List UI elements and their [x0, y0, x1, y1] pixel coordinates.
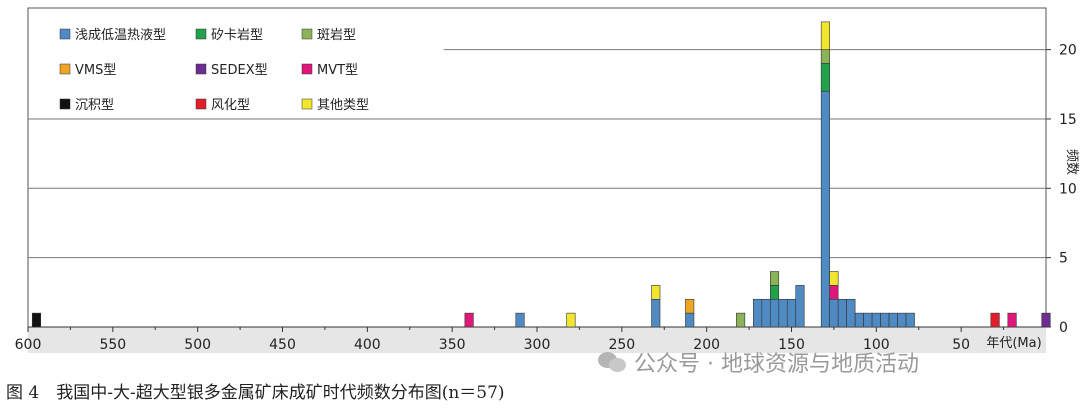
bar-segment	[820, 63, 830, 92]
legend-swatch	[195, 28, 207, 40]
bar-segment	[820, 49, 830, 64]
bar-segment	[753, 298, 763, 328]
bar-segment	[1007, 312, 1017, 328]
legend-swatch	[301, 63, 313, 75]
x-tick-label: 300	[524, 337, 551, 353]
bar-segment	[846, 298, 856, 328]
bar-segment	[769, 298, 780, 328]
y-tick-label: 20	[1059, 43, 1077, 59]
legend-label: MVT型	[317, 63, 358, 78]
x-tick-label: 250	[608, 337, 635, 353]
watermark-text: 公众号 · 地球资源与地质活动	[634, 352, 919, 377]
bar-segment	[829, 298, 839, 328]
watermark: 公众号 · 地球资源与地质活动	[598, 346, 919, 378]
x-tick-label: 200	[693, 337, 720, 353]
legend-label: 沉积型	[75, 98, 114, 113]
bar-segment	[566, 312, 576, 328]
bar-segment	[829, 271, 839, 286]
legend-label: 斑岩型	[317, 28, 356, 43]
legend-swatch	[59, 98, 71, 110]
bar-segment	[820, 90, 830, 328]
y-tick-label: 15	[1059, 112, 1077, 128]
x-tick-label: 400	[354, 337, 381, 353]
legend-swatch	[301, 98, 313, 110]
x-tick-label: 100	[863, 337, 890, 353]
legend-label: SEDEX型	[211, 63, 268, 78]
x-tick-label: 350	[439, 337, 466, 353]
bar-segment	[990, 312, 1000, 328]
y-tick-label: 10	[1059, 181, 1077, 197]
bar-segment	[786, 298, 797, 328]
bar-segment	[1041, 312, 1051, 328]
bar-segment	[685, 312, 695, 328]
bar-segment	[888, 312, 898, 328]
x-tick-label: 600	[15, 337, 42, 353]
x-tick-label: 500	[184, 337, 211, 353]
bar-segment	[897, 312, 907, 328]
y-tick-label: 5	[1059, 251, 1068, 267]
bar-segment	[464, 312, 474, 328]
legend-label: 矽卡岩型	[211, 28, 263, 43]
bar-segment	[761, 298, 771, 328]
plot-area	[27, 7, 1047, 328]
y-tick-label: 0	[1059, 320, 1068, 336]
y-axis-label: 频数	[1064, 149, 1079, 175]
bar-segment	[880, 312, 890, 328]
x-axis-label: 年代(Ma)	[986, 336, 1041, 351]
bar-segment	[515, 312, 525, 328]
figure-caption: 图 4 我国中-大-超大型银多金属矿床成矿时代频数分布图(n＝57)	[6, 383, 505, 403]
legend-swatch	[195, 98, 207, 110]
x-tick-label: 450	[269, 337, 296, 353]
bar-segment	[905, 312, 915, 328]
bar-segment	[871, 312, 881, 328]
legend-swatch	[59, 63, 71, 75]
bar-segment	[651, 298, 661, 328]
wechat-icon	[598, 350, 628, 374]
x-tick-label: 550	[99, 337, 126, 353]
bar-segment	[863, 312, 873, 328]
legend-label: VMS型	[75, 63, 116, 78]
legend-swatch	[301, 28, 313, 40]
legend-label: 浅成低温热液型	[75, 28, 166, 43]
bar-segment	[31, 312, 42, 328]
bar-segment	[651, 285, 661, 300]
bar-segment	[820, 21, 830, 50]
bar-segment	[829, 285, 839, 300]
legend-label: 其他类型	[317, 98, 369, 113]
legend-label: 风化型	[211, 98, 250, 113]
bar-segment	[837, 298, 847, 328]
bar-segment	[736, 312, 746, 328]
x-tick-label: 50	[952, 337, 970, 353]
bar-segment	[854, 312, 864, 328]
legend-swatch	[59, 28, 71, 40]
bar-segment	[685, 298, 695, 314]
bar-segment	[795, 285, 805, 328]
bar-segment	[769, 271, 780, 286]
bar-segment	[769, 285, 780, 300]
x-tick-label: 150	[778, 337, 805, 353]
legend-swatch	[195, 63, 207, 75]
bar-segment	[778, 298, 788, 328]
